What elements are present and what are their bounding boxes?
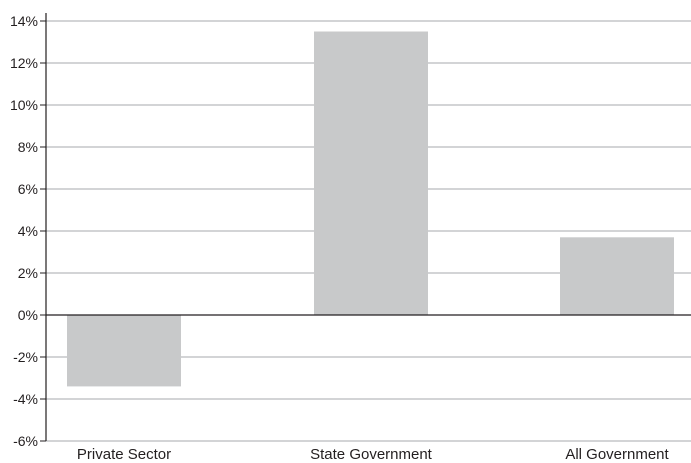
y-tick-label: 12% xyxy=(10,55,38,71)
y-tick-label: -6% xyxy=(13,433,38,449)
bar-private-sector xyxy=(67,315,181,387)
x-category-label: Private Sector xyxy=(77,446,171,463)
y-tick-label: 8% xyxy=(18,139,38,155)
x-category-label: All Government xyxy=(565,446,669,463)
y-tick-label: -2% xyxy=(13,349,38,365)
axes xyxy=(40,13,691,442)
x-category-label: State Government xyxy=(310,446,433,463)
y-tick-label: 0% xyxy=(18,307,38,323)
y-tick-label: -4% xyxy=(13,391,38,407)
bar-state-government xyxy=(314,31,428,315)
y-tick-label: 6% xyxy=(18,181,38,197)
bars xyxy=(67,31,674,387)
x-category-labels: Private Sector State Government All Govern… xyxy=(77,446,670,463)
y-tick-label: 4% xyxy=(18,223,38,239)
y-tick-labels: 14% 12% 10% 8% 6% 4% 2% 0% -2% -4% -6% xyxy=(10,13,38,449)
y-tick-label: 2% xyxy=(18,265,38,281)
y-tick-label: 14% xyxy=(10,13,38,29)
y-tick-label: 10% xyxy=(10,97,38,113)
bar-all-government xyxy=(560,237,674,315)
